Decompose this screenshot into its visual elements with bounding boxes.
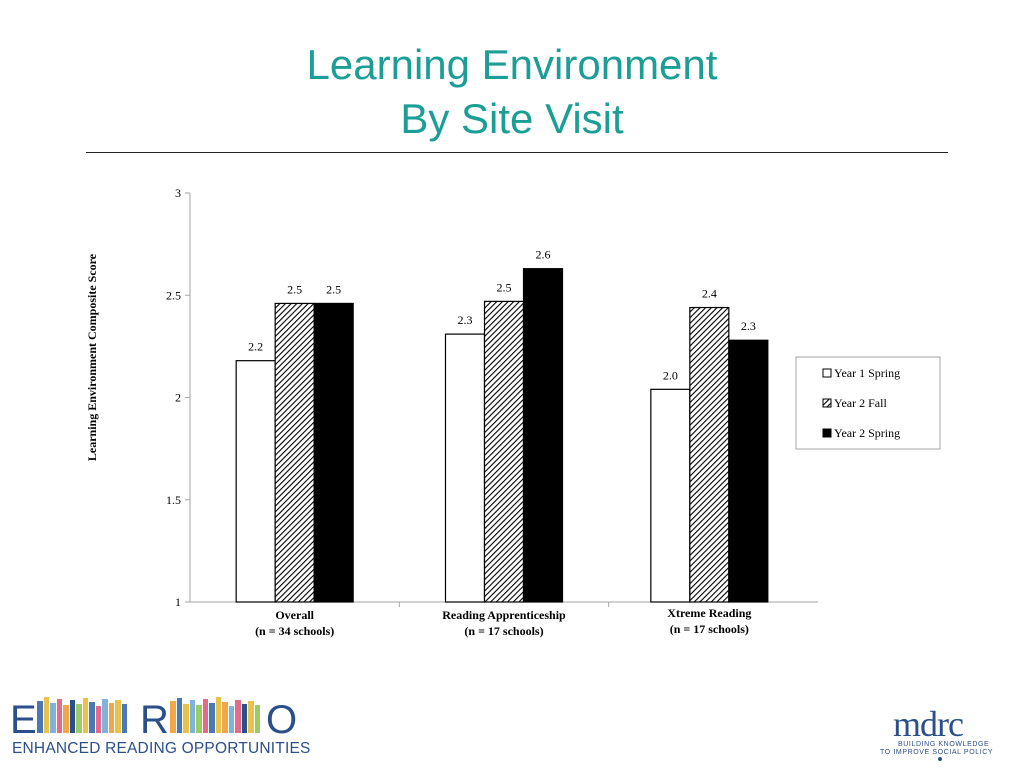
bar-data-label: 2.3 (741, 319, 756, 333)
bar (235, 360, 276, 603)
bar-data-label: 2.4 (702, 287, 717, 301)
chart-bars (235, 268, 769, 603)
ero-logo-graphic: E R O (10, 697, 297, 741)
legend-swatch (822, 398, 832, 408)
y-axis-title: Learning Environment Composite Score (85, 253, 99, 461)
y-tick-label: 2.5 (166, 288, 181, 302)
bar (274, 302, 315, 603)
ero-tagline: ENHANCED READING OPPORTUNITIES (12, 740, 311, 757)
chart-axes: 1 1.5 2 2.5 3 Learning Environment Composite … (85, 186, 818, 609)
category-label: Xtreme Reading (667, 606, 751, 620)
mdrc-tagline-2: TO IMPROVE SOCIAL POLICY (880, 749, 994, 756)
bar (313, 302, 354, 603)
category-label: Overall (275, 608, 314, 622)
bar-data-label: 2.2 (248, 340, 263, 354)
y-tick-label: 2 (175, 391, 181, 405)
ero-letter-r: R (140, 698, 169, 741)
legend-label: Year 2 Spring (834, 426, 900, 440)
legend-swatch (822, 368, 832, 378)
slide-title-line-2: By Site Visit (400, 95, 624, 142)
title-divider (86, 152, 948, 153)
slide-title-line-1: Learning Environment (306, 41, 718, 88)
bar (522, 268, 564, 603)
y-tick-label: 1 (175, 595, 181, 609)
bar-data-label: 2.0 (663, 368, 678, 382)
legend-box (795, 356, 941, 450)
mdrc-tagline-1: BUILDING KNOWLEDGE (898, 741, 990, 748)
ero-letter-e: E (10, 698, 37, 741)
bar (650, 388, 691, 603)
bar-data-label: 2.3 (458, 313, 473, 327)
y-tick-label: 3 (175, 186, 181, 200)
legend-label: Year 2 Fall (834, 396, 887, 410)
bar-data-label: 2.5 (326, 282, 341, 296)
bar (483, 300, 525, 603)
book-spines-1-icon (37, 697, 127, 733)
chart-legend: Year 1 Spring Year 2 Fall Year 2 Spring (795, 356, 941, 450)
bar-data-label: 2.6 (536, 248, 551, 262)
bar (444, 333, 486, 603)
chart-data-labels: 2.2 2.5 2.5 2.3 2.5 2.6 2.0 2.4 2.3 (248, 248, 756, 383)
legend-label: Year 1 Spring (834, 366, 900, 380)
bar-chart: 1 1.5 2 2.5 3 Learning Environment Composite … (85, 186, 941, 638)
chart-category-labels: Overall (n = 34 schools) Reading Apprentic… (255, 606, 751, 638)
bar-data-label: 2.5 (287, 282, 302, 296)
legend-swatch (822, 428, 832, 438)
category-sublabel: (n = 17 schools) (464, 624, 543, 638)
bar-data-label: 2.5 (497, 280, 512, 294)
ero-letter-o: O (266, 698, 297, 741)
bar (689, 306, 730, 603)
category-sublabel: (n = 34 schools) (255, 624, 334, 638)
book-spines-2-icon (170, 697, 260, 733)
bar (728, 339, 769, 603)
category-sublabel: (n = 17 schools) (670, 622, 749, 636)
mdrc-logo: mdrc (893, 704, 964, 744)
mdrc-dot-icon (938, 757, 942, 761)
y-tick-label: 1.5 (166, 493, 181, 507)
category-label: Reading Apprenticeship (442, 608, 566, 622)
